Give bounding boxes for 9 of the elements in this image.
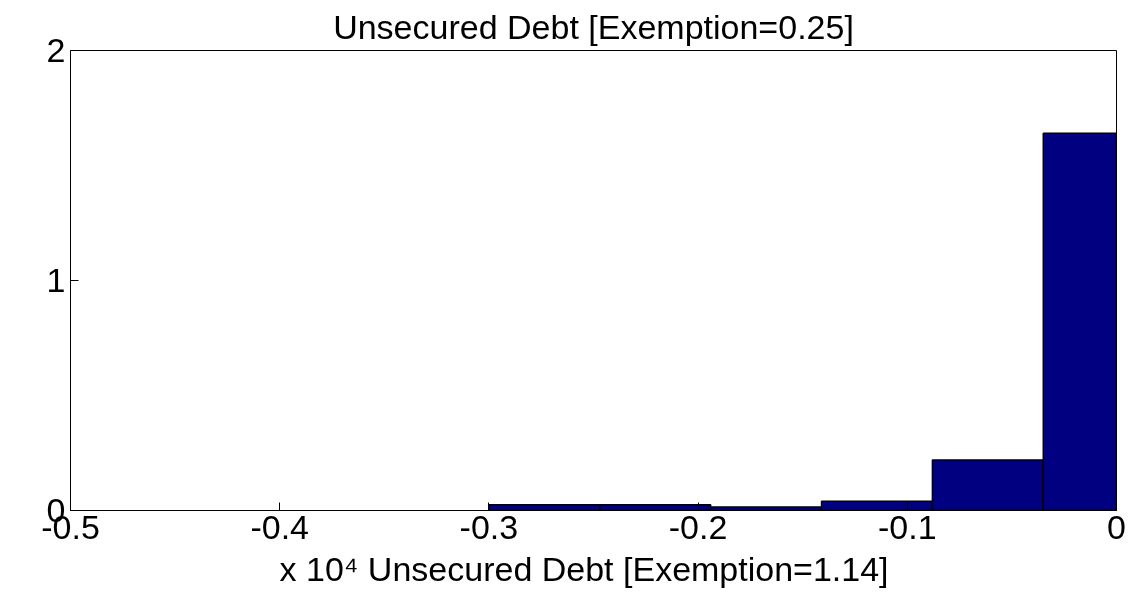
x-tick-label: -0.2: [668, 507, 728, 546]
x-tick-label: 0: [1107, 507, 1126, 546]
y-tick-label: 2: [46, 31, 66, 69]
x-tick-label: -0.4: [250, 507, 309, 546]
text: x 10⁴ Unsecured Debt [Exemption=1.14]: [279, 549, 889, 588]
x-tick-label: -0.1: [878, 507, 937, 546]
y-tick-label: 1: [46, 261, 66, 299]
chart-title: Unsecured Debt [Exemption=0.25]: [333, 7, 854, 46]
x-tick-label: -0.3: [459, 507, 519, 546]
